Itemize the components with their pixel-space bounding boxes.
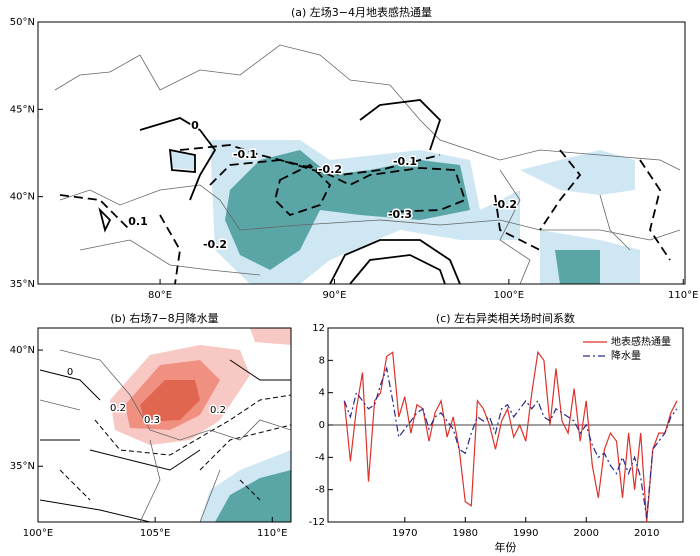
y-tick-label: -4	[315, 452, 325, 463]
contour	[274, 163, 332, 217]
contour	[98, 148, 196, 233]
contour-label: -0.2	[493, 198, 517, 211]
map-b-layer	[39, 328, 291, 522]
contour-label: -0.1	[233, 148, 257, 161]
x-tick-label: 100°E	[494, 290, 524, 301]
map-a-layer	[54, 44, 681, 284]
contour-label: -0.2	[203, 238, 227, 251]
x-tick-label: 1980	[453, 528, 478, 539]
shade-light	[170, 150, 195, 170]
legend-label: 地表感热通量	[611, 335, 671, 348]
contour-label: 0.2	[110, 403, 126, 414]
shade-dark	[225, 150, 470, 270]
y-tick-label: 45°N	[10, 104, 35, 115]
y-tick-label: 35°N	[10, 279, 35, 290]
contour	[139, 117, 217, 201]
x-tick-label: 110°E	[668, 290, 698, 301]
y-tick-label: 8	[319, 355, 325, 366]
y-tick-label: -12	[309, 517, 325, 528]
contour	[209, 159, 467, 213]
x-tick-label: 80°E	[148, 290, 172, 301]
x-tick-label: 2000	[574, 528, 599, 539]
series-line	[343, 366, 678, 519]
x-tick-label: 1970	[392, 528, 417, 539]
panel-title: (a) 左场3−4月地表感热通量	[291, 5, 432, 19]
contour-label: 0.3	[144, 415, 160, 426]
panel-title: (c) 左右异类相关场时间系数	[436, 311, 575, 325]
y-tick-label: 35°N	[10, 461, 35, 472]
y-tick-label: -8	[315, 485, 325, 496]
contour-label: 0	[67, 367, 73, 378]
contour	[329, 239, 461, 284]
contour-label: -0.2	[318, 163, 342, 176]
x-tick-label: 105°E	[140, 528, 170, 539]
boundary	[54, 44, 681, 284]
series-line	[343, 350, 678, 523]
y-tick-label: 4	[319, 388, 325, 399]
x-tick-label: 110°E	[257, 528, 287, 539]
x-axis-label: 年份	[495, 540, 517, 554]
y-tick-label: 12	[312, 323, 325, 334]
x-tick-label: 2010	[634, 528, 659, 539]
frame	[37, 21, 686, 285]
frame	[37, 327, 292, 523]
x-tick-label: 100°E	[23, 528, 53, 539]
contour-label: 0	[191, 119, 199, 132]
contour	[59, 149, 671, 284]
contour-label: 0.1	[128, 215, 148, 228]
contour-label: -0.3	[388, 208, 412, 221]
y-tick-label: 0	[319, 420, 325, 431]
contour	[359, 99, 442, 151]
panel-title: (b) 右场7−8月降水量	[110, 311, 218, 325]
contour	[59, 394, 291, 501]
x-tick-label: 90°E	[322, 290, 346, 301]
shade-light	[250, 328, 291, 345]
shade-dark	[555, 250, 600, 284]
x-tick-label: 1990	[513, 528, 538, 539]
contour	[179, 144, 441, 176]
boundary	[39, 349, 291, 522]
y-tick-label: 40°N	[10, 345, 35, 356]
contour-label: 0.2	[210, 405, 226, 416]
contour	[39, 359, 291, 522]
legend-label: 降水量	[611, 349, 641, 362]
shade-dark	[140, 380, 200, 422]
y-tick-label: 40°N	[10, 192, 35, 203]
y-tick-label: 50°N	[10, 17, 35, 28]
shade-dark	[215, 470, 291, 522]
contour-label: -0.1	[393, 155, 417, 168]
